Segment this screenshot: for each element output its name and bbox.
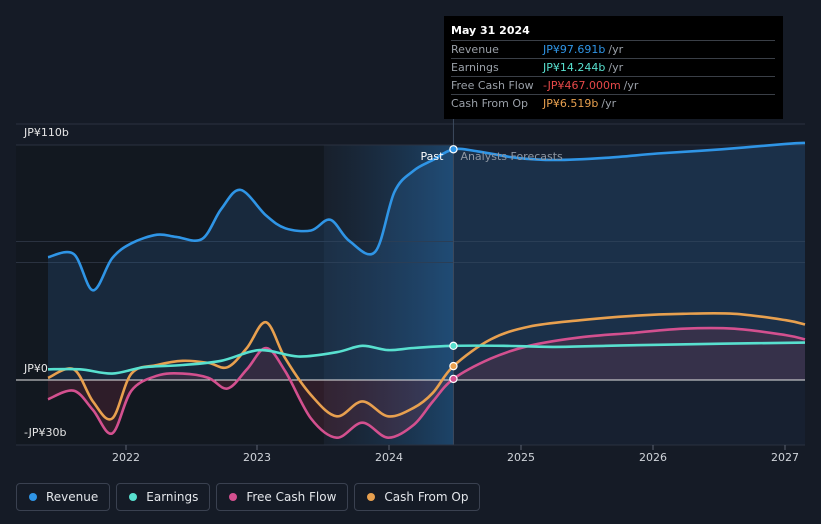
tooltip-fcf-label: Free Cash Flow	[451, 79, 534, 92]
y-tick-label: JP¥110b	[23, 126, 69, 139]
earnings-line	[47, 341, 806, 375]
free-cash-flow-marker	[449, 374, 458, 384]
past-label: Past	[421, 150, 445, 163]
legend-free-cash-flow-label: Free Cash Flow	[246, 490, 337, 504]
tooltip-revenue-unit: /yr	[608, 43, 624, 56]
earnings-dot-icon	[129, 493, 138, 501]
tooltip-cfo-unit: /yr	[601, 97, 617, 110]
tooltip-row-revenue: Revenue JP¥97.691b /yr	[451, 40, 775, 58]
tooltip-earnings-label: Earnings	[451, 61, 499, 74]
tooltip-revenue-label: Revenue	[451, 43, 499, 56]
legend-earnings[interactable]: Earnings	[116, 483, 211, 511]
revenue-line	[47, 141, 806, 292]
free-cash-flow-dot-icon	[229, 493, 238, 501]
x-tick-label: 2022	[112, 451, 140, 464]
revenue-dot-icon	[29, 493, 37, 501]
forecast-label: Analysts Forecasts	[460, 150, 563, 163]
x-tick-label: 2027	[771, 451, 799, 464]
tooltip-fcf-value: -JP¥467.000m	[543, 79, 621, 92]
free-cash-flow-area	[48, 328, 805, 438]
x-tick-label: 2025	[507, 451, 535, 464]
tooltip-row-fcf: Free Cash Flow -JP¥467.000m /yr	[451, 76, 775, 94]
revenue-area	[48, 142, 805, 380]
cash-from-op-dot-icon	[367, 493, 376, 501]
legend-revenue[interactable]: Revenue	[16, 483, 111, 511]
x-tick-label: 2024	[375, 451, 403, 464]
tooltip-fcf-unit: /yr	[623, 79, 639, 92]
legend-free-cash-flow[interactable]: Free Cash Flow	[216, 483, 349, 511]
y-tick-label: JP¥0	[23, 362, 48, 375]
forecast-region-bg	[453, 145, 805, 445]
legend-earnings-label: Earnings	[146, 490, 199, 504]
legend-cash-from-op[interactable]: Cash From Op	[354, 483, 481, 511]
tooltip-cfo-label: Cash From Op	[451, 97, 529, 110]
tooltip-row-earnings: Earnings JP¥14.244b /yr	[451, 58, 775, 76]
tooltip-revenue-value: JP¥97.691b	[543, 43, 606, 56]
cash-from-op-marker	[449, 361, 458, 371]
chart-legend: Revenue Earnings Free Cash Flow Cash Fro…	[16, 483, 481, 511]
legend-revenue-label: Revenue	[46, 490, 99, 504]
tooltip-earnings-value: JP¥14.244b	[543, 61, 606, 74]
revenue-marker	[449, 145, 458, 154]
earnings-marker	[449, 341, 458, 351]
tooltip-earnings-unit: /yr	[608, 61, 624, 74]
tooltip-row-cfo: Cash From Op JP¥6.519b /yr	[451, 94, 775, 112]
tooltip-date: May 31 2024	[451, 24, 530, 37]
legend-cash-from-op-label: Cash From Op	[384, 490, 469, 504]
tooltip-cfo-value: JP¥6.519b	[543, 97, 599, 110]
x-tick-label: 2026	[639, 451, 667, 464]
y-tick-label: -JP¥30b	[24, 426, 66, 439]
data-tooltip: May 31 2024 Revenue JP¥97.691b /yr Earni…	[444, 16, 783, 119]
x-tick-label: 2023	[243, 451, 271, 464]
free-cash-flow-line	[47, 326, 806, 440]
